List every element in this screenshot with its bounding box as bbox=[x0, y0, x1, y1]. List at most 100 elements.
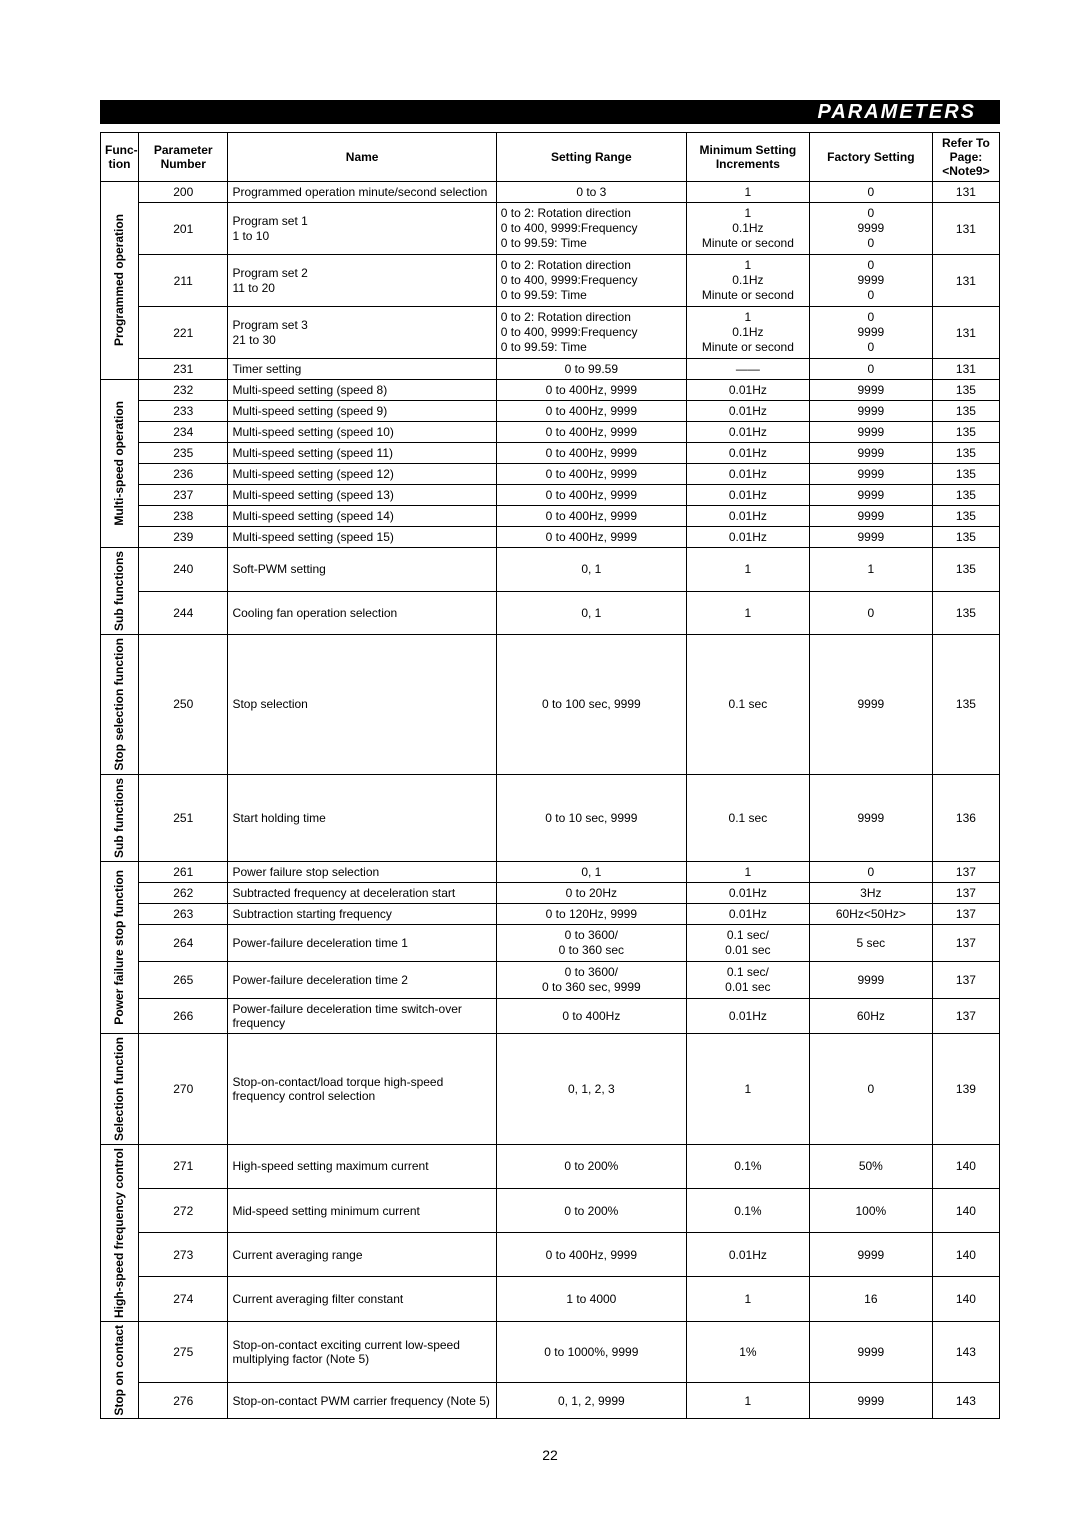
cell-param-number: 262 bbox=[139, 882, 228, 903]
cell-min-increments: 1 bbox=[686, 1277, 809, 1321]
cell-setting-range: 0 to 2: Rotation direction0 to 400, 9999… bbox=[496, 307, 686, 359]
table-row: 238Multi-speed setting (speed 14)0 to 40… bbox=[101, 506, 1000, 527]
cell-setting-range: 0 to 120Hz, 9999 bbox=[496, 903, 686, 924]
cell-page: 135 bbox=[932, 443, 999, 464]
cell-name: Stop selection bbox=[228, 635, 496, 775]
cell-page: 137 bbox=[932, 924, 999, 961]
table-row: 211Program set 211 to 200 to 2: Rotation… bbox=[101, 255, 1000, 307]
table-row: 262Subtracted frequency at deceleration … bbox=[101, 882, 1000, 903]
cell-setting-range: 0 to 20Hz bbox=[496, 882, 686, 903]
cell-param-number: 201 bbox=[139, 203, 228, 255]
cell-factory-setting: 9999 bbox=[809, 774, 932, 861]
cell-name: Stop-on-contact exciting current low-spe… bbox=[228, 1321, 496, 1382]
cell-setting-range: 0 to 2: Rotation direction0 to 400, 9999… bbox=[496, 203, 686, 255]
cell-setting-range: 0 to 10 sec, 9999 bbox=[496, 774, 686, 861]
cell-factory-setting: 9999 bbox=[809, 485, 932, 506]
cell-min-increments: 1 bbox=[686, 182, 809, 203]
cell-param-number: 272 bbox=[139, 1188, 228, 1232]
cell-min-increments: 0.01Hz bbox=[686, 464, 809, 485]
cell-setting-range: 0 to 200% bbox=[496, 1188, 686, 1232]
cell-setting-range: 1 to 4000 bbox=[496, 1277, 686, 1321]
cell-min-increments: 0.1 sec/0.01 sec bbox=[686, 924, 809, 961]
cell-name: Power-failure deceleration time switch-o… bbox=[228, 998, 496, 1033]
table-row: 274Current averaging filter constant1 to… bbox=[101, 1277, 1000, 1321]
function-group-label: Power failure stop function bbox=[101, 861, 139, 1033]
cell-param-number: 200 bbox=[139, 182, 228, 203]
cell-name: Program set 11 to 10 bbox=[228, 203, 496, 255]
cell-min-increments: 1 bbox=[686, 591, 809, 635]
cell-factory-setting: 0 bbox=[809, 861, 932, 882]
cell-min-increments: 1 bbox=[686, 548, 809, 592]
cell-page: 135 bbox=[932, 422, 999, 443]
cell-page: 135 bbox=[932, 485, 999, 506]
cell-param-number: 274 bbox=[139, 1277, 228, 1321]
cell-factory-setting: 9999 bbox=[809, 527, 932, 548]
cell-param-number: 221 bbox=[139, 307, 228, 359]
cell-factory-setting: 9999 bbox=[809, 1321, 932, 1382]
cell-name: Multi-speed setting (speed 13) bbox=[228, 485, 496, 506]
cell-factory-setting: 099990 bbox=[809, 255, 932, 307]
cell-name: Power failure stop selection bbox=[228, 861, 496, 882]
cell-setting-range: 0 to 400Hz, 9999 bbox=[496, 506, 686, 527]
cell-factory-setting: 0 bbox=[809, 591, 932, 635]
cell-param-number: 263 bbox=[139, 903, 228, 924]
cell-setting-range: 0 to 400Hz, 9999 bbox=[496, 485, 686, 506]
cell-name: Power-failure deceleration time 1 bbox=[228, 924, 496, 961]
table-row: 236Multi-speed setting (speed 12)0 to 40… bbox=[101, 464, 1000, 485]
cell-param-number: 233 bbox=[139, 401, 228, 422]
cell-factory-setting: 9999 bbox=[809, 506, 932, 527]
cell-min-increments: 1 bbox=[686, 1033, 809, 1144]
cell-min-increments: 10.1HzMinute or second bbox=[686, 307, 809, 359]
cell-min-increments: 1 bbox=[686, 861, 809, 882]
cell-name: Multi-speed setting (speed 14) bbox=[228, 506, 496, 527]
cell-factory-setting: 9999 bbox=[809, 401, 932, 422]
cell-factory-setting: 9999 bbox=[809, 422, 932, 443]
table-row: 237Multi-speed setting (speed 13)0 to 40… bbox=[101, 485, 1000, 506]
cell-page: 135 bbox=[932, 380, 999, 401]
cell-name: Program set 211 to 20 bbox=[228, 255, 496, 307]
table-row: 235Multi-speed setting (speed 11)0 to 40… bbox=[101, 443, 1000, 464]
cell-setting-range: 0, 1 bbox=[496, 861, 686, 882]
table-row: Power failure stop function261Power fail… bbox=[101, 861, 1000, 882]
table-row: 273Current averaging range0 to 400Hz, 99… bbox=[101, 1233, 1000, 1277]
cell-min-increments: 0.01Hz bbox=[686, 903, 809, 924]
cell-factory-setting: 9999 bbox=[809, 1382, 932, 1419]
cell-page: 140 bbox=[932, 1277, 999, 1321]
table-row: 201Program set 11 to 100 to 2: Rotation … bbox=[101, 203, 1000, 255]
cell-name: Mid-speed setting minimum current bbox=[228, 1188, 496, 1232]
cell-name: Multi-speed setting (speed 11) bbox=[228, 443, 496, 464]
cell-min-increments: 0.01Hz bbox=[686, 506, 809, 527]
cell-min-increments: 0.01Hz bbox=[686, 998, 809, 1033]
cell-page: 143 bbox=[932, 1382, 999, 1419]
cell-param-number: 276 bbox=[139, 1382, 228, 1419]
cell-param-number: 239 bbox=[139, 527, 228, 548]
cell-min-increments: 0.1% bbox=[686, 1188, 809, 1232]
cell-setting-range: 0 to 200% bbox=[496, 1144, 686, 1188]
cell-min-increments: 1% bbox=[686, 1321, 809, 1382]
cell-factory-setting: 5 sec bbox=[809, 924, 932, 961]
cell-min-increments: 0.01Hz bbox=[686, 527, 809, 548]
table-row: Selection function270Stop-on-contact/loa… bbox=[101, 1033, 1000, 1144]
cell-setting-range: 0 to 400Hz bbox=[496, 998, 686, 1033]
cell-min-increments: 10.1HzMinute or second bbox=[686, 203, 809, 255]
cell-param-number: 236 bbox=[139, 464, 228, 485]
cell-param-number: 250 bbox=[139, 635, 228, 775]
cell-factory-setting: 0 bbox=[809, 182, 932, 203]
cell-page: 131 bbox=[932, 203, 999, 255]
cell-name: Multi-speed setting (speed 8) bbox=[228, 380, 496, 401]
cell-factory-setting: 60Hz bbox=[809, 998, 932, 1033]
cell-param-number: 238 bbox=[139, 506, 228, 527]
function-group-label: Multi-speed operation bbox=[101, 380, 139, 548]
cell-factory-setting: 16 bbox=[809, 1277, 932, 1321]
cell-min-increments: 0.01Hz bbox=[686, 485, 809, 506]
section-title: PARAMETERS bbox=[809, 100, 984, 124]
cell-name: Stop-on-contact/load torque high-speed f… bbox=[228, 1033, 496, 1144]
function-group-label: High-speed frequency control bbox=[101, 1144, 139, 1321]
cell-page: 143 bbox=[932, 1321, 999, 1382]
cell-setting-range: 0 to 1000%, 9999 bbox=[496, 1321, 686, 1382]
cell-page: 137 bbox=[932, 861, 999, 882]
function-group-label: Sub functions bbox=[101, 774, 139, 861]
cell-param-number: 261 bbox=[139, 861, 228, 882]
cell-factory-setting: 0 bbox=[809, 359, 932, 380]
cell-name: Multi-speed setting (speed 10) bbox=[228, 422, 496, 443]
